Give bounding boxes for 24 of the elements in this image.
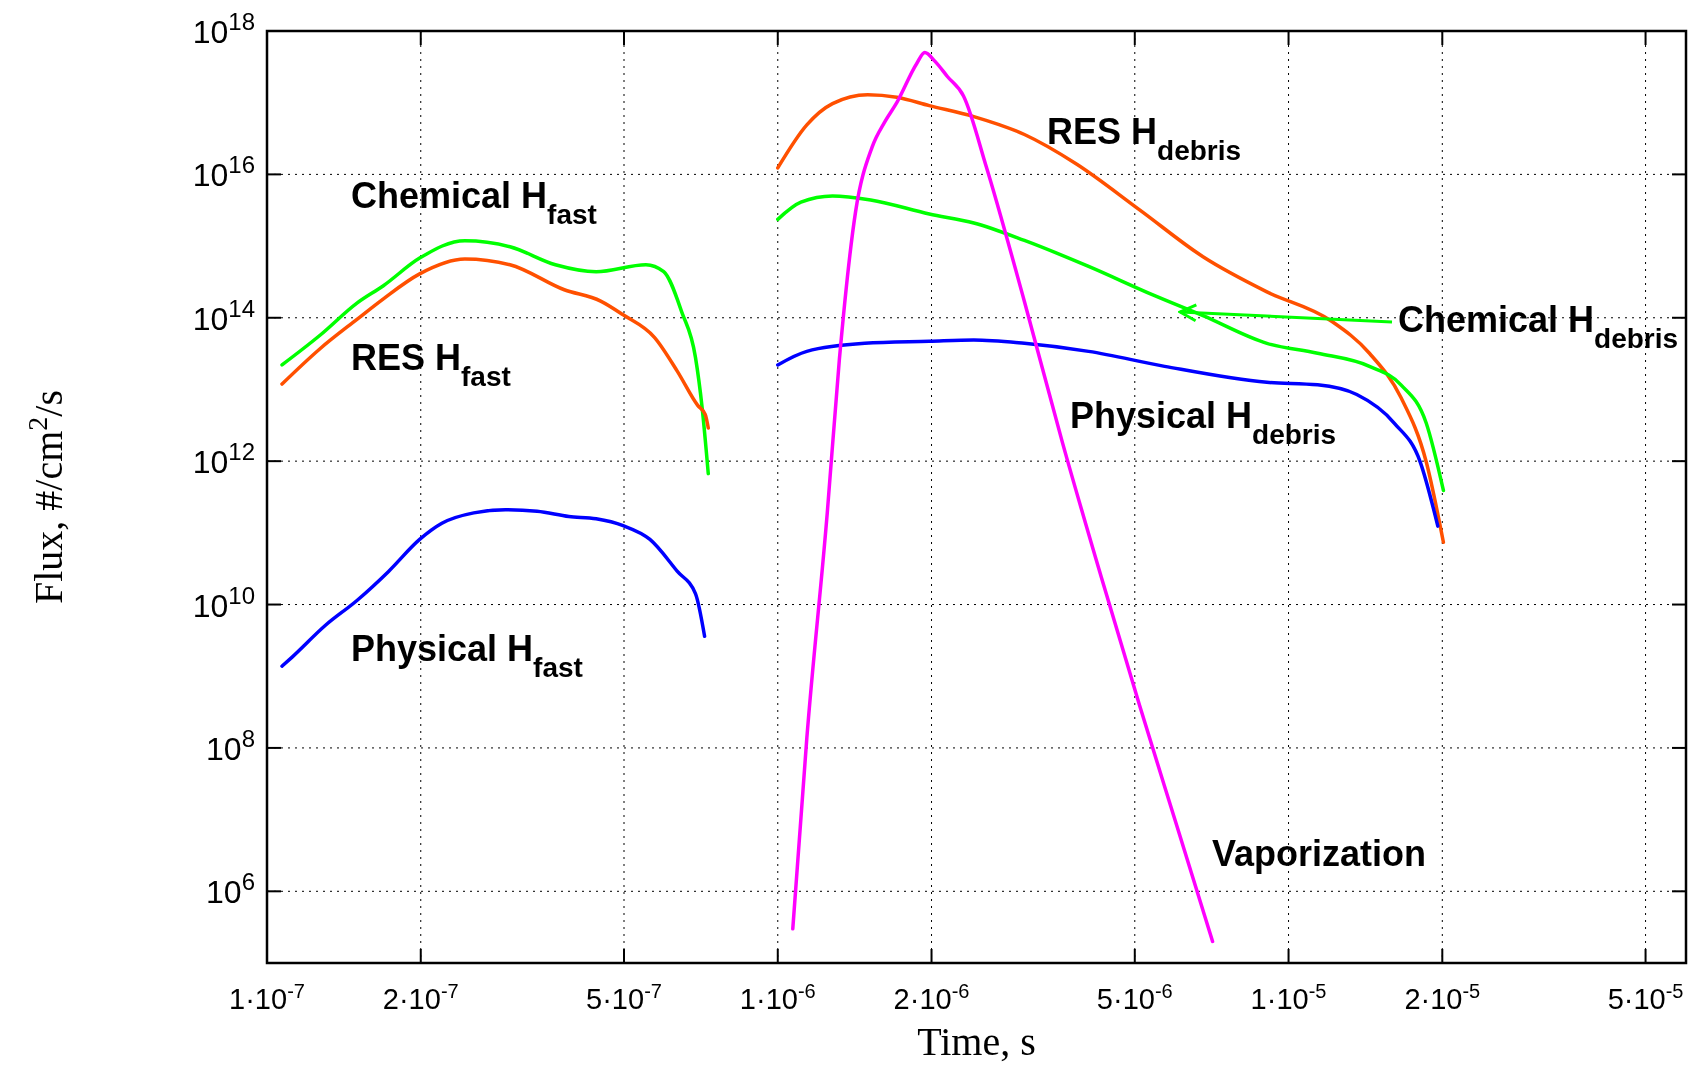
- series-label: Chemical H$_{debris}$: [1398, 299, 1679, 354]
- y-tick-label: 10$^{14}$: [192, 294, 255, 337]
- x-axis-title: Time, s: [917, 1019, 1036, 1064]
- y-tick-label: 10$^{12}$: [192, 437, 255, 481]
- x-tick-label: 1·10$^{-7}$: [229, 980, 305, 1015]
- x-tick-label: 1·10$^{-5}$: [1250, 980, 1327, 1015]
- y-tick-label: 10$^{16}$: [192, 150, 255, 194]
- series-label: RES H$_{debris}$: [1047, 111, 1242, 166]
- x-tick-label: 1·10$^{-6}$: [739, 980, 816, 1015]
- series-label: Chemical H$_{fast}$: [351, 175, 597, 230]
- x-tick-label: 2·10$^{-5}$: [1404, 980, 1481, 1015]
- y-tick-label: 10$^{8}$: [206, 724, 255, 767]
- y-tick-label: 10$^{10}$: [192, 581, 255, 624]
- x-tick-label: 2·10$^{-7}$: [382, 980, 459, 1015]
- x-tick-label: 2·10$^{-6}$: [893, 980, 970, 1015]
- series-label: Physical H$_{debris}$: [1070, 395, 1337, 450]
- series-label: Physical H$_{fast}$: [351, 628, 583, 683]
- series-label: Vaporization: [1212, 833, 1427, 874]
- x-tick-label: 5·10$^{-5}$: [1607, 980, 1684, 1015]
- y-tick-label: 10$^{6}$: [206, 867, 255, 911]
- x-tick-label: 5·10$^{-6}$: [1096, 980, 1173, 1015]
- x-tick-label: 5·10$^{-7}$: [586, 980, 662, 1015]
- series-label: RES H$_{fast}$: [351, 337, 511, 392]
- y-tick-label: 10$^{18}$: [192, 7, 255, 50]
